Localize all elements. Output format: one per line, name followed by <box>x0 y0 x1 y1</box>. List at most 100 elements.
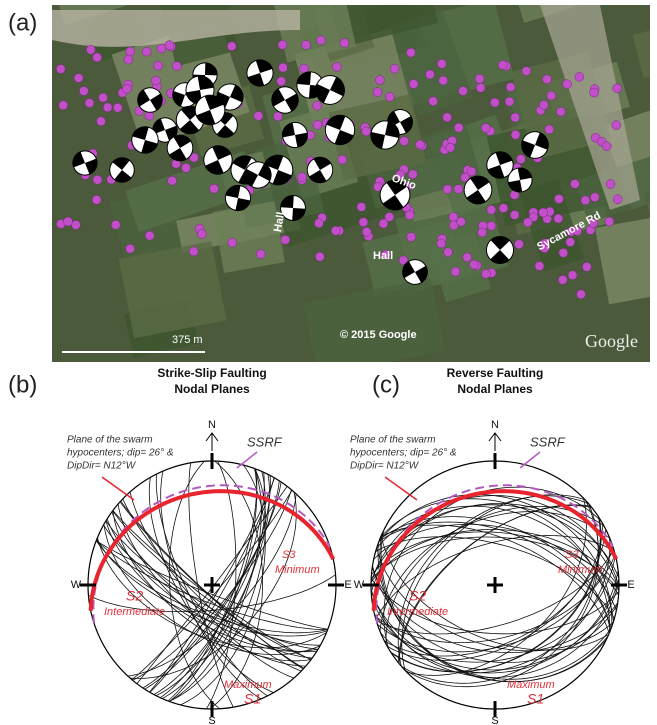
event-dot <box>181 163 190 172</box>
direction-label: S <box>491 715 498 725</box>
event-dot <box>92 195 101 204</box>
event-dot <box>126 47 135 56</box>
panel-label: (c) <box>372 371 400 398</box>
stress-label: Minimum <box>275 564 320 576</box>
panel-title: Reverse Faulting <box>447 366 544 380</box>
event-dot <box>375 75 384 84</box>
panel-title: Nodal Planes <box>174 382 250 396</box>
event-dot <box>511 113 520 122</box>
event-dot <box>145 231 154 240</box>
stress-label: Minimum <box>558 564 603 576</box>
event-dot <box>74 73 83 82</box>
event-dot <box>523 218 532 227</box>
event-dot <box>475 74 484 83</box>
annotation: hypocenters; dip= 26° & <box>350 448 457 459</box>
event-dot <box>575 72 584 81</box>
panel-label: (b) <box>8 371 37 398</box>
event-dot <box>64 217 73 226</box>
logo: Google <box>585 331 638 351</box>
event-dot <box>406 48 415 57</box>
event-dot <box>443 113 452 122</box>
event-dot <box>338 155 347 164</box>
stress-label: Maximum <box>507 679 555 691</box>
stress-label: S1 <box>244 691 261 707</box>
field <box>470 0 598 1</box>
event-dot <box>86 45 95 54</box>
event-dot <box>56 64 65 73</box>
event-dot <box>545 125 554 134</box>
event-dot <box>559 248 568 257</box>
scale-label: 375 m <box>172 334 203 346</box>
event-dot <box>281 235 290 244</box>
event-dot <box>539 100 548 109</box>
event-dot <box>577 290 586 299</box>
event-dot <box>362 127 371 136</box>
event-dot <box>172 62 181 71</box>
event-dot <box>558 275 567 284</box>
event-dot <box>390 64 399 73</box>
event-dot <box>85 99 94 108</box>
event-dot <box>400 137 409 146</box>
event-dot <box>407 232 416 241</box>
event-dot <box>103 103 112 112</box>
event-dot <box>487 221 496 230</box>
event-dot <box>463 253 472 262</box>
annotation: Plane of the swarm <box>350 435 436 446</box>
event-dot <box>79 87 88 96</box>
event-dot <box>405 211 414 220</box>
event-dot <box>426 70 435 79</box>
event-dot <box>197 229 206 238</box>
event-dot <box>539 208 548 217</box>
event-dot <box>157 44 166 53</box>
field <box>213 201 285 273</box>
annotation: hypocenters; dip= 26° & <box>67 448 174 459</box>
event-dot <box>314 219 323 228</box>
event-dot <box>470 260 479 269</box>
event-dot <box>277 77 286 86</box>
event-dot <box>154 61 163 70</box>
event-dot <box>340 38 349 47</box>
event-dot <box>451 267 460 276</box>
event-dot <box>278 40 287 49</box>
event-dot <box>490 98 499 107</box>
event-dot <box>122 84 131 93</box>
event-dot <box>331 226 340 235</box>
panel-title: Strike-Slip Faulting <box>157 366 266 380</box>
event-dot <box>535 262 544 271</box>
event-dot <box>302 40 311 49</box>
event-dot <box>499 204 508 213</box>
event-dot <box>385 92 394 101</box>
event-dot <box>359 218 368 227</box>
event-dot <box>124 55 133 64</box>
event-dot <box>554 194 563 203</box>
ssrf-label: SSRF <box>530 434 566 449</box>
stress-label: S2 <box>126 588 143 604</box>
event-dot <box>481 123 490 132</box>
event-dot <box>556 107 565 116</box>
field <box>653 178 657 291</box>
event-dot <box>510 210 519 219</box>
event-dot <box>568 271 577 280</box>
event-dot <box>563 80 572 89</box>
direction-label: S <box>208 715 215 725</box>
direction-label: E <box>627 579 634 591</box>
direction-label: E <box>344 579 351 591</box>
event-dot <box>142 47 151 56</box>
direction-label: N <box>491 419 499 431</box>
annotation-arrow <box>102 477 134 500</box>
stereonet-panel: (b)Strike-Slip FaultingNodal PlanesNSEWP… <box>8 366 352 725</box>
event-dot <box>547 91 556 100</box>
event-dot <box>357 202 366 211</box>
event-dot <box>612 121 621 130</box>
event-dot <box>297 173 306 182</box>
event-dot <box>454 185 463 194</box>
ssrf-label: SSRF <box>247 434 283 449</box>
event-dot <box>373 88 382 97</box>
event-dot <box>210 184 219 193</box>
event-dot <box>606 179 615 188</box>
event-dot <box>590 88 599 97</box>
event-dot <box>415 140 424 149</box>
event-dot <box>467 167 476 176</box>
event-dot <box>189 247 198 256</box>
event-dot <box>446 143 455 152</box>
